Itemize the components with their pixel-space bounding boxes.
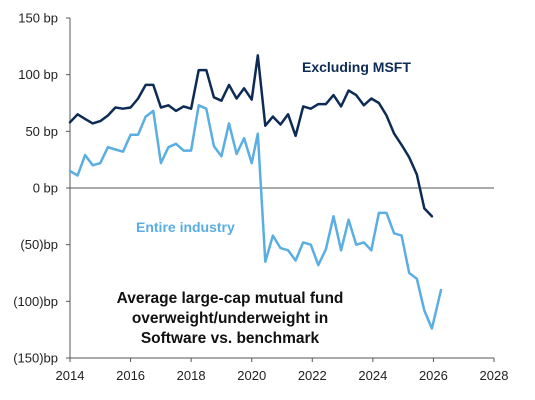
y-tick-label: (100)bp bbox=[13, 294, 58, 309]
x-axis-ticks: 2014 2016 2018 2020 2022 2024 2026 2028 bbox=[56, 358, 509, 383]
y-axis-ticks: 150 bp 100 bp 50 bp 0 bp (50)bp (100)bp (150)b… bbox=[13, 11, 70, 366]
x-tick-label: 2014 bbox=[56, 368, 85, 383]
plot-area: 150 bp 100 bp 50 bp 0 bp (50)bp (100)bp (150)b… bbox=[13, 11, 508, 384]
series-label-entire-industry: Entire industry bbox=[136, 219, 235, 235]
x-tick-label: 2026 bbox=[419, 368, 448, 383]
y-tick-label: 50 bp bbox=[25, 124, 58, 139]
x-tick-label: 2022 bbox=[298, 368, 327, 383]
y-tick-label: (50)bp bbox=[20, 237, 58, 252]
y-tick-label: 100 bp bbox=[18, 67, 58, 82]
y-tick-label: (150)bp bbox=[13, 351, 58, 366]
x-tick-label: 2016 bbox=[116, 368, 145, 383]
y-tick-label: 0 bp bbox=[33, 181, 58, 196]
x-tick-label: 2020 bbox=[237, 368, 266, 383]
x-tick-label: 2024 bbox=[358, 368, 387, 383]
y-tick-label: 150 bp bbox=[18, 11, 58, 26]
x-tick-label: 2018 bbox=[177, 368, 206, 383]
series-line-entire-industry bbox=[68, 104, 443, 330]
annotation-line-2: overweight/underweight in bbox=[132, 310, 328, 327]
annotation-box: Average large-cap mutual fund overweight… bbox=[117, 290, 344, 347]
series-line-excluding-msft bbox=[68, 54, 434, 218]
series-label-excluding-msft: Excluding MSFT bbox=[302, 59, 411, 75]
x-tick-label: 2028 bbox=[480, 368, 509, 383]
series-layer bbox=[68, 54, 443, 330]
annotation-line-3: Software vs. benchmark bbox=[141, 330, 320, 347]
annotation-line-1: Average large-cap mutual fund bbox=[117, 290, 344, 307]
